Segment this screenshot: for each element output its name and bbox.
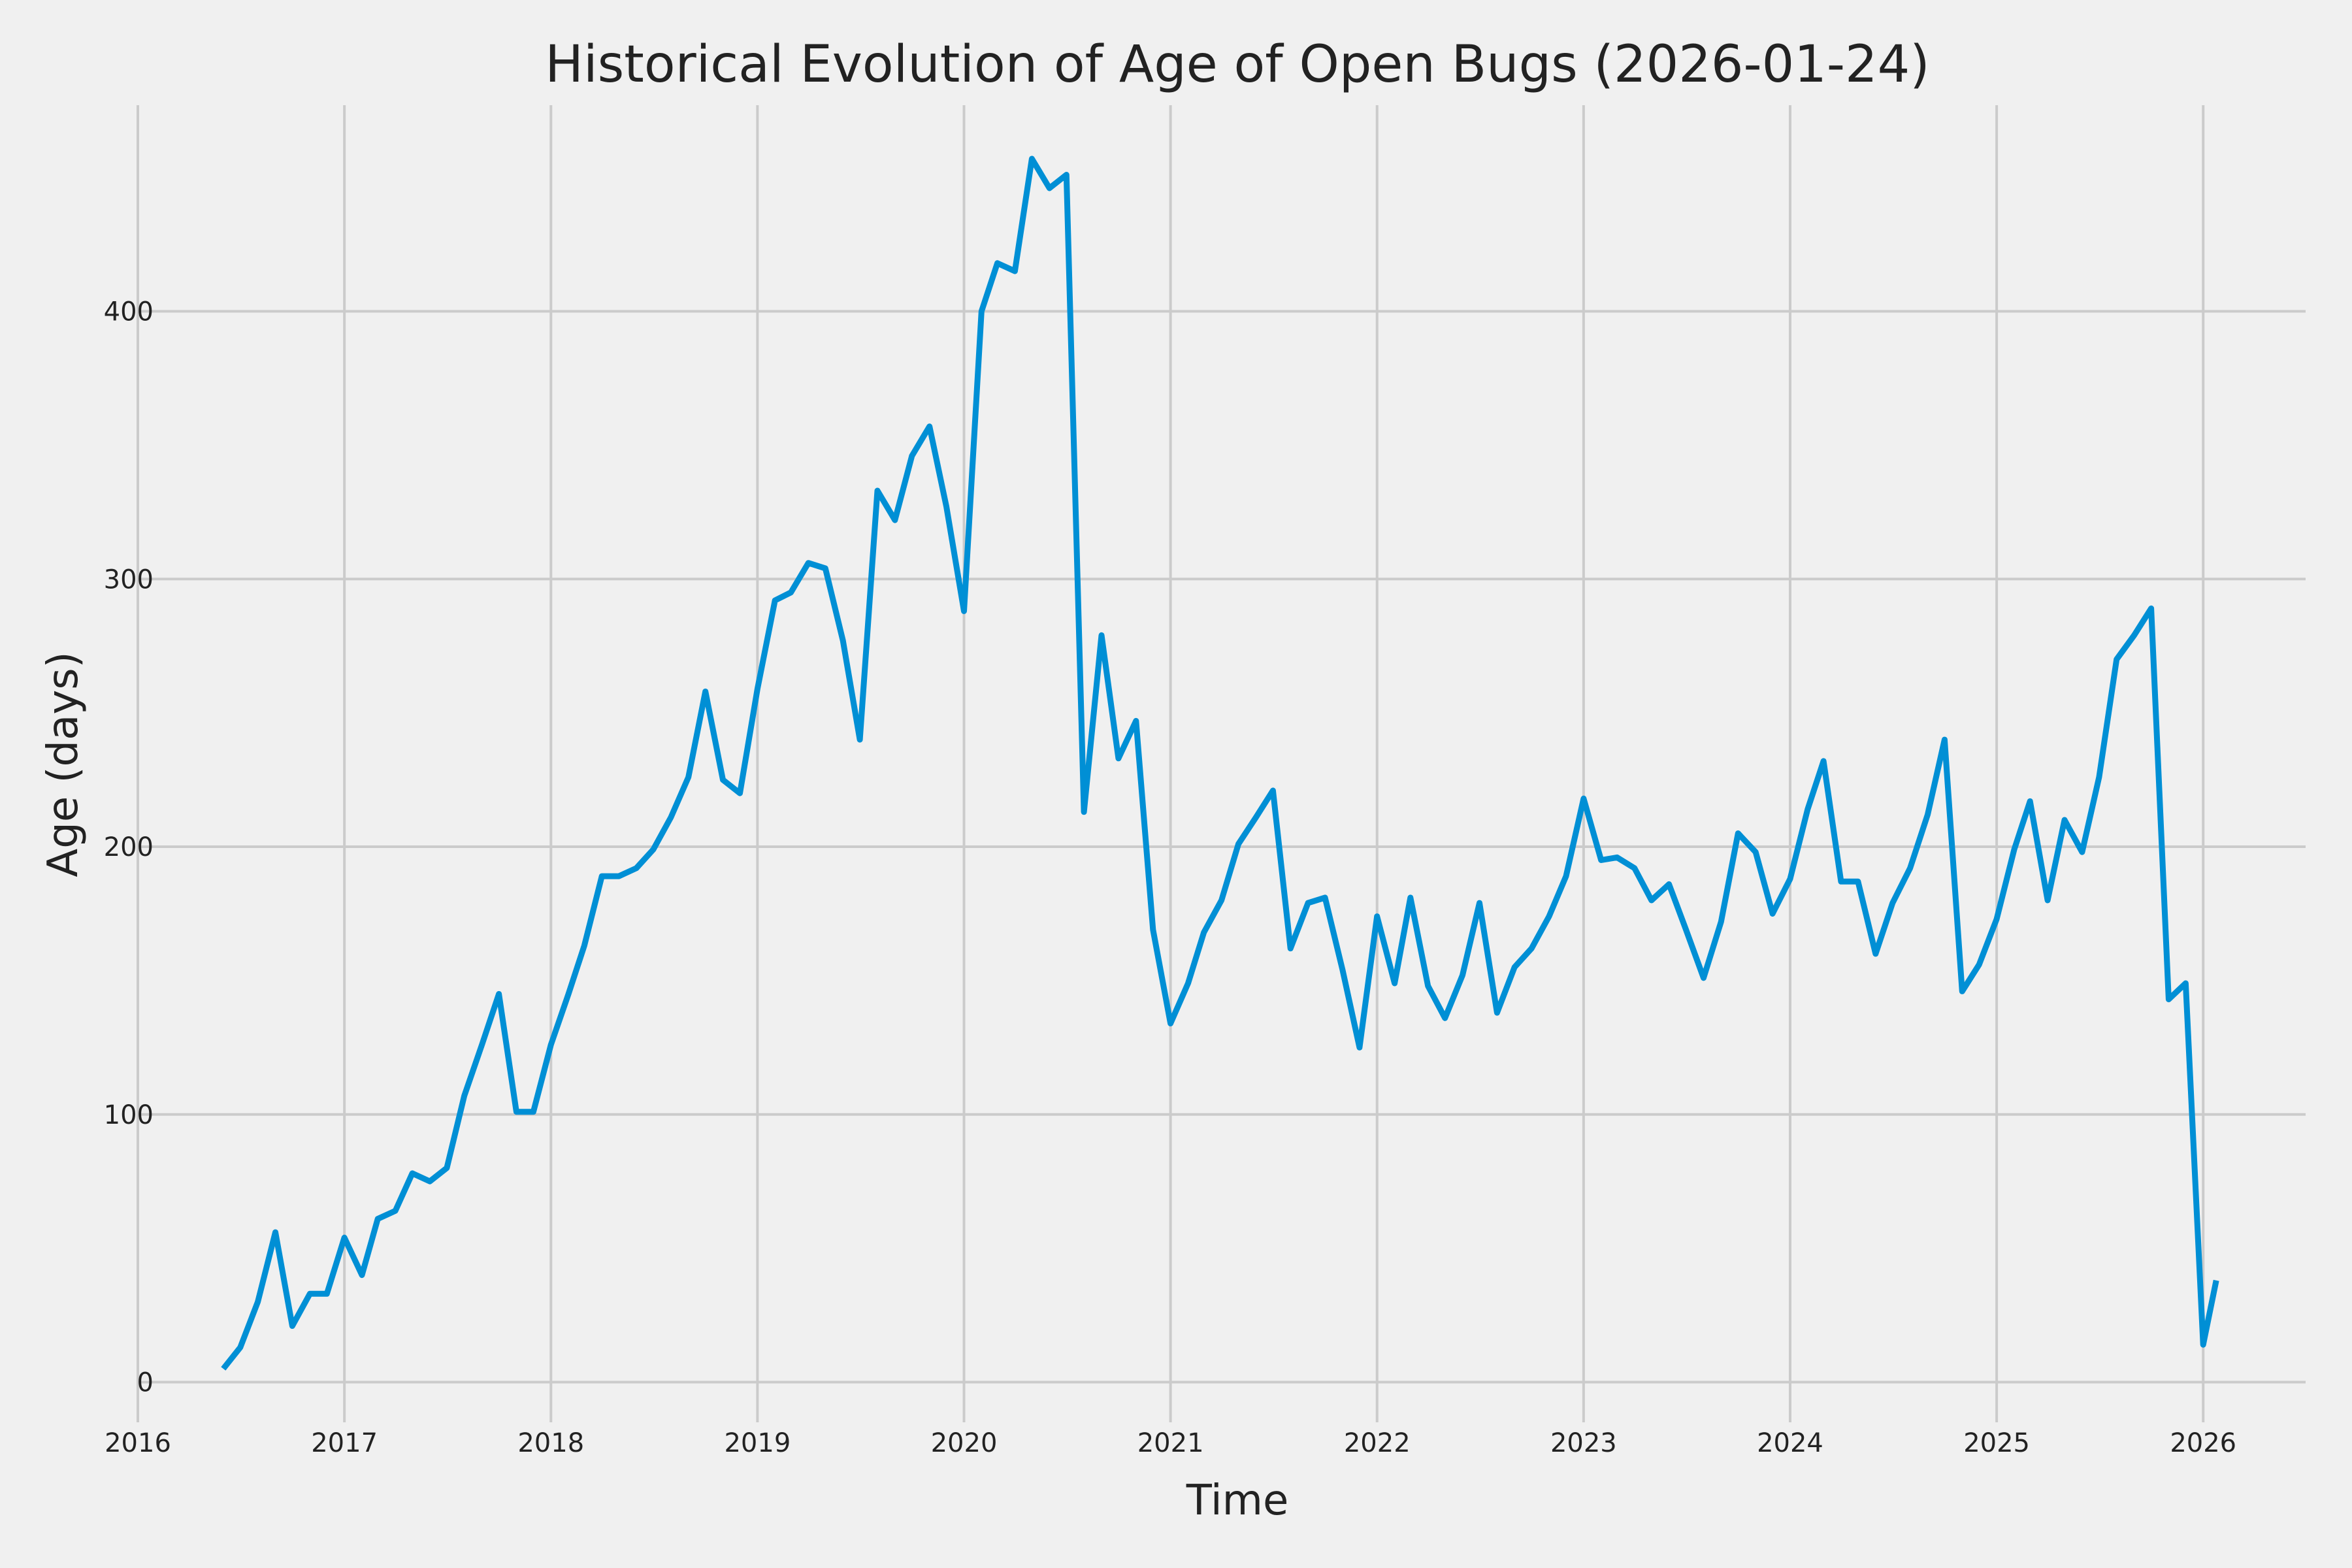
grid (137, 105, 2306, 1422)
ticks: 2016 2017 2018 2019 2020 2021 2022 2023 2024 2025… (104, 297, 2236, 1458)
x-tick-label: 2018 (517, 1428, 584, 1458)
chart-title: Historical Evolution of Age of Open Bugs… (545, 35, 1929, 94)
x-tick-label: 2020 (931, 1428, 998, 1458)
y-axis-label: Age (days) (39, 651, 88, 877)
x-tick-label: 2023 (1550, 1428, 1617, 1458)
y-tick-label: 100 (104, 1100, 154, 1130)
x-tick-label: 2019 (724, 1428, 791, 1458)
x-tick-label: 2025 (1963, 1428, 2030, 1458)
x-tick-label: 2022 (1344, 1428, 1411, 1458)
x-tick-label: 2026 (2170, 1428, 2236, 1458)
y-tick-label: 200 (104, 832, 154, 862)
x-tick-label: 2024 (1757, 1428, 1823, 1458)
y-tick-label: 300 (104, 564, 154, 595)
x-axis-label: Time (1186, 1477, 1289, 1525)
x-tick-label: 2021 (1137, 1428, 1204, 1458)
x-tick-label: 2016 (105, 1428, 171, 1458)
y-tick-label: 0 (137, 1368, 154, 1398)
x-tick-label: 2017 (311, 1428, 378, 1458)
series-line (221, 155, 2219, 1371)
y-tick-label: 400 (104, 297, 154, 327)
